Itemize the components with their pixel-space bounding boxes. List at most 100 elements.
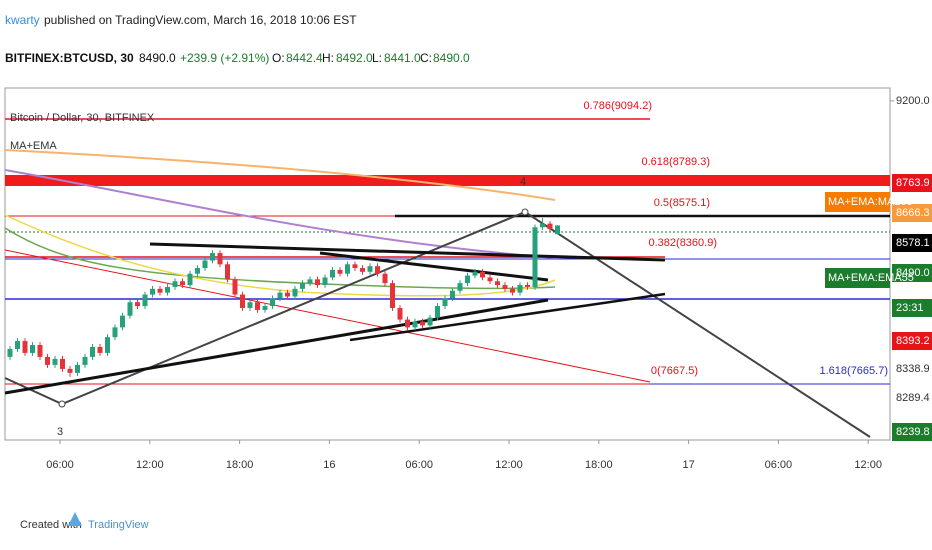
candle-body	[195, 268, 200, 274]
candle-body	[52, 358, 58, 365]
wave-label: 3	[57, 426, 63, 438]
chart-title: Bitcoin / Dollar, 30, BITFINEX	[10, 112, 155, 124]
price-tag	[892, 264, 932, 282]
triangle-line	[319, 251, 549, 282]
candle-body	[60, 358, 65, 369]
candle-body	[45, 356, 50, 365]
candle-body	[307, 279, 313, 284]
price-tag-label: 8289.4	[896, 392, 930, 404]
o: 8442.4	[286, 51, 323, 65]
candle-body	[337, 269, 343, 274]
price-tag-label: 8338.9	[896, 363, 930, 375]
candle-body	[450, 290, 455, 299]
fib-label: 0(7667.5)	[651, 365, 698, 377]
candle-body	[375, 266, 380, 274]
logo	[68, 512, 82, 526]
price-tag-label: 8490.0	[896, 267, 930, 279]
candle-body	[97, 346, 103, 353]
x-tick-label: 12:00	[136, 459, 164, 471]
candle-body	[232, 279, 238, 295]
candle-body	[345, 264, 350, 274]
x-tick-label: 16	[323, 459, 335, 471]
price-tag	[892, 299, 932, 317]
x-tick-label: 17	[682, 459, 694, 471]
price-tag	[892, 174, 932, 192]
footer-created: Created with	[20, 519, 82, 531]
candle-body	[555, 225, 560, 235]
wave-point	[521, 208, 529, 216]
candle-body	[270, 298, 275, 307]
candle-body	[112, 327, 118, 338]
candle-body	[472, 271, 478, 276]
price-tag	[892, 332, 932, 350]
ma-tag	[825, 192, 890, 212]
indicator-label: MA+EMA	[10, 140, 57, 152]
candle-body	[397, 307, 403, 320]
candle-body	[300, 283, 305, 289]
h: 8492.0	[336, 51, 373, 65]
candle-body	[165, 286, 170, 293]
ma200	[4, 149, 556, 201]
candle-body	[277, 292, 283, 299]
footer-brand[interactable]: TradingView	[88, 519, 149, 531]
candle-body	[90, 346, 95, 357]
symbol: BITFINEX:BTCUSD, 30	[5, 51, 134, 65]
triangle-line	[149, 242, 666, 262]
ema55	[4, 227, 556, 290]
l: 8441.0	[384, 51, 421, 65]
ma-purple	[4, 169, 556, 259]
candle-body	[412, 321, 418, 328]
candle-body	[187, 273, 193, 286]
candle-body	[67, 368, 73, 373]
x-tick-label: 18:00	[226, 459, 254, 471]
fib-label: 1.618(7665.7)	[820, 365, 889, 377]
fib-band	[5, 175, 890, 186]
candle-body	[322, 277, 328, 286]
wave-label: 4	[520, 176, 526, 188]
candle-body	[367, 266, 373, 272]
candle-body	[127, 302, 133, 316]
triangle-line	[349, 292, 666, 342]
candle-body	[525, 285, 530, 287]
x-tick-label: 12:00	[495, 459, 523, 471]
candle-body	[465, 275, 470, 284]
x-tick-label: 06:00	[46, 459, 74, 471]
candle-body	[82, 356, 88, 365]
change: +239.9 (+2.91%)	[180, 51, 269, 65]
candle-body	[405, 319, 410, 328]
candle-body	[540, 223, 545, 228]
price-tag-label: 23:31	[896, 302, 924, 314]
candle-body	[37, 345, 43, 357]
candle-body	[330, 269, 335, 278]
candle-body	[292, 288, 298, 297]
x-tick-label: 06:00	[765, 459, 793, 471]
o-label: O:	[272, 51, 285, 65]
ma-tag-label: MA+EMA:EMA55	[828, 272, 914, 284]
annotations	[4, 118, 890, 438]
candle-body	[217, 253, 223, 265]
candle-body	[517, 285, 523, 293]
fib-label: 0.618(8789.3)	[642, 156, 711, 168]
candle-body	[75, 364, 80, 373]
candle-body	[150, 288, 155, 295]
channel-line	[4, 249, 651, 383]
candle-body	[510, 288, 515, 293]
candle-body	[502, 285, 508, 289]
candle-body	[180, 281, 185, 286]
price-tag-label: 8578.1	[896, 237, 930, 249]
candle-body	[360, 268, 365, 272]
candle-body	[382, 273, 388, 284]
candle-body	[210, 253, 215, 261]
l-label: L:	[372, 51, 382, 65]
candle-body	[15, 341, 20, 349]
candle-body	[352, 264, 358, 269]
price-tag-label: 8763.9	[896, 177, 930, 189]
candle-body	[390, 283, 395, 308]
candle-body	[7, 348, 13, 357]
candle-body	[285, 292, 290, 297]
x-tick-label: 12:00	[854, 459, 882, 471]
author[interactable]: kwarty	[5, 13, 40, 27]
candle-body	[315, 279, 320, 286]
candle-body	[30, 345, 35, 353]
fib-label: 0.786(9094.2)	[584, 100, 653, 112]
